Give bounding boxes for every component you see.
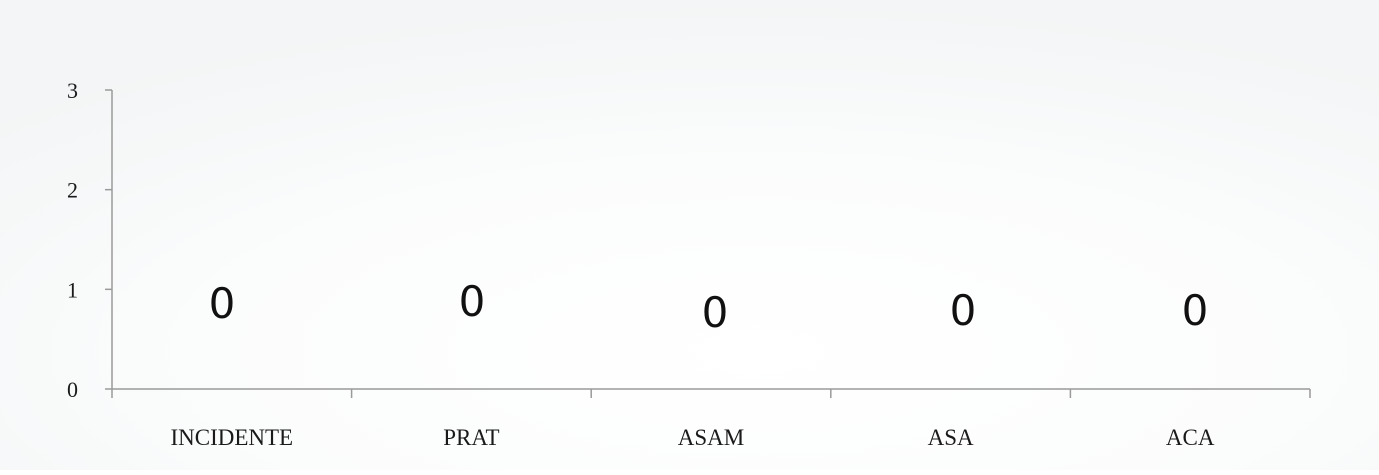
y-tick-label: 0 <box>67 377 78 402</box>
y-tick-label: 1 <box>67 277 78 302</box>
data-label: 0 <box>950 286 977 335</box>
y-tick-label: 3 <box>67 78 78 103</box>
x-category-label: ASA <box>928 425 974 450</box>
data-label: 0 <box>1182 286 1209 335</box>
x-axis: INCIDENTE PRAT ASAM ASA ACA <box>111 388 1311 450</box>
y-axis: 0 1 2 3 <box>67 78 113 402</box>
y-tick-label: 2 <box>67 178 78 203</box>
x-category-label: INCIDENTE <box>170 425 293 450</box>
x-category-label: ASAM <box>678 425 744 450</box>
data-label: 0 <box>209 279 236 328</box>
data-labels: 0 0 0 0 0 <box>209 277 1209 337</box>
data-label: 0 <box>459 277 486 326</box>
x-category-label: ACA <box>1166 425 1215 450</box>
data-label: 0 <box>702 288 729 337</box>
x-category-label: PRAT <box>443 425 499 450</box>
